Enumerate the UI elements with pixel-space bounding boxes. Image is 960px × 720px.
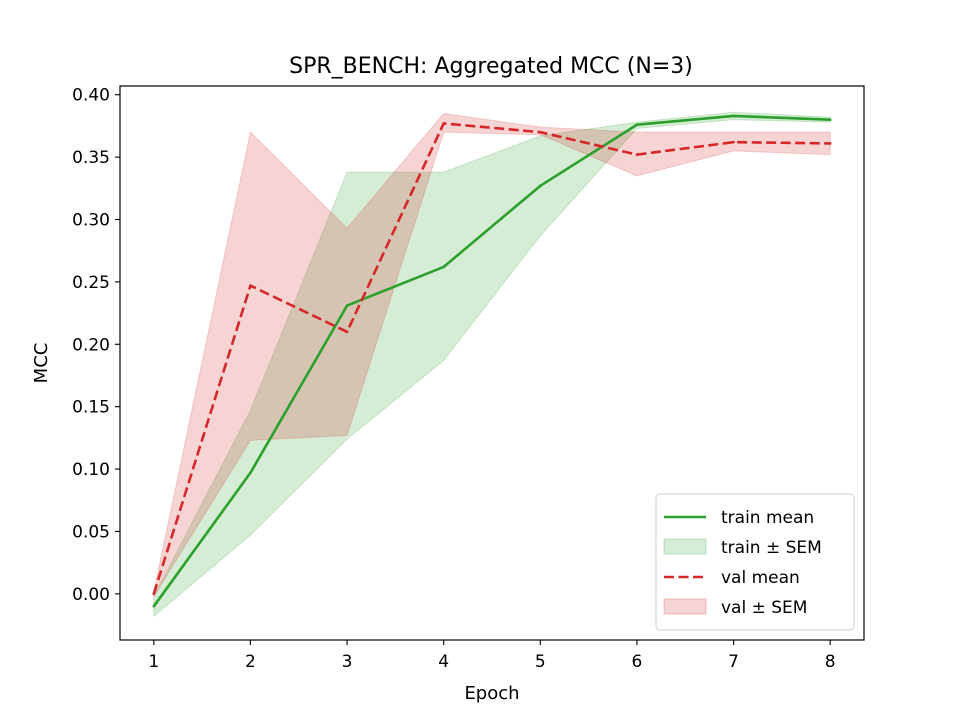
y-tick-label: 0.35 (72, 148, 110, 168)
series-0-sem-band (153, 111, 831, 618)
x-tick-label: 7 (728, 652, 739, 672)
x-axis-label: Epoch (464, 683, 519, 704)
chart-title: SPR_BENCH: Aggregated MCC (N=3) (289, 54, 693, 79)
series-0-line (152, 114, 831, 608)
y-tick-label: 0.15 (72, 398, 110, 418)
series-1-point (345, 330, 349, 334)
y-axis: 0.00 0.05 0.10 0.15 0.20 0.25 0.30 0.35 0.40 (72, 86, 120, 605)
series-1-point (539, 130, 542, 134)
y-tick-label: 0.25 (72, 273, 110, 293)
series-1-point (152, 592, 156, 596)
legend-swatch-band (663, 598, 707, 615)
series-1-point (828, 142, 832, 145)
y-tick-label: 0.40 (72, 86, 110, 106)
x-tick-label: 3 (342, 652, 353, 672)
series-1-point (635, 153, 639, 156)
series-1-line (152, 122, 831, 595)
legend-box (655, 493, 855, 631)
series-0-point (345, 304, 349, 307)
y-tick-label: 0.30 (72, 211, 110, 231)
axes-frame (119, 85, 865, 641)
legend-label: val mean (721, 568, 800, 588)
x-tick-label: 6 (632, 652, 643, 672)
series-0-point (732, 114, 735, 118)
series-1-point (249, 284, 252, 287)
y-tick-label: 0.00 (72, 585, 110, 605)
x-axis: 1 2 3 4 5 6 7 8 (148, 640, 836, 672)
y-tick-label: 0.05 (72, 522, 110, 542)
y-tick-label: 0.10 (72, 460, 110, 480)
legend-label: train ± SEM (721, 538, 822, 558)
legend-label: val ± SEM (721, 598, 807, 618)
x-tick-label: 8 (825, 652, 836, 672)
series-0-point (828, 118, 832, 121)
plot-area (152, 111, 832, 618)
legend-label: train mean (721, 508, 814, 528)
x-tick-label: 1 (148, 652, 159, 672)
x-tick-label: 2 (245, 652, 256, 672)
series-1-point (732, 140, 735, 144)
series-0-point (249, 471, 252, 475)
y-tick-label: 0.20 (72, 335, 110, 355)
series-0-point (539, 184, 542, 188)
series-0-point (152, 605, 156, 608)
series-1-point (442, 122, 445, 125)
x-tick-label: 5 (535, 652, 546, 672)
x-tick-label: 4 (438, 652, 449, 672)
series-0-point (635, 123, 639, 126)
series-0-point (442, 265, 445, 269)
series-1-sem-band (153, 112, 831, 599)
legend-swatch-band (663, 538, 707, 555)
y-axis-label: MCC (31, 343, 52, 384)
legend: train mean train ± SEM val mean val ± SEM (655, 493, 855, 631)
